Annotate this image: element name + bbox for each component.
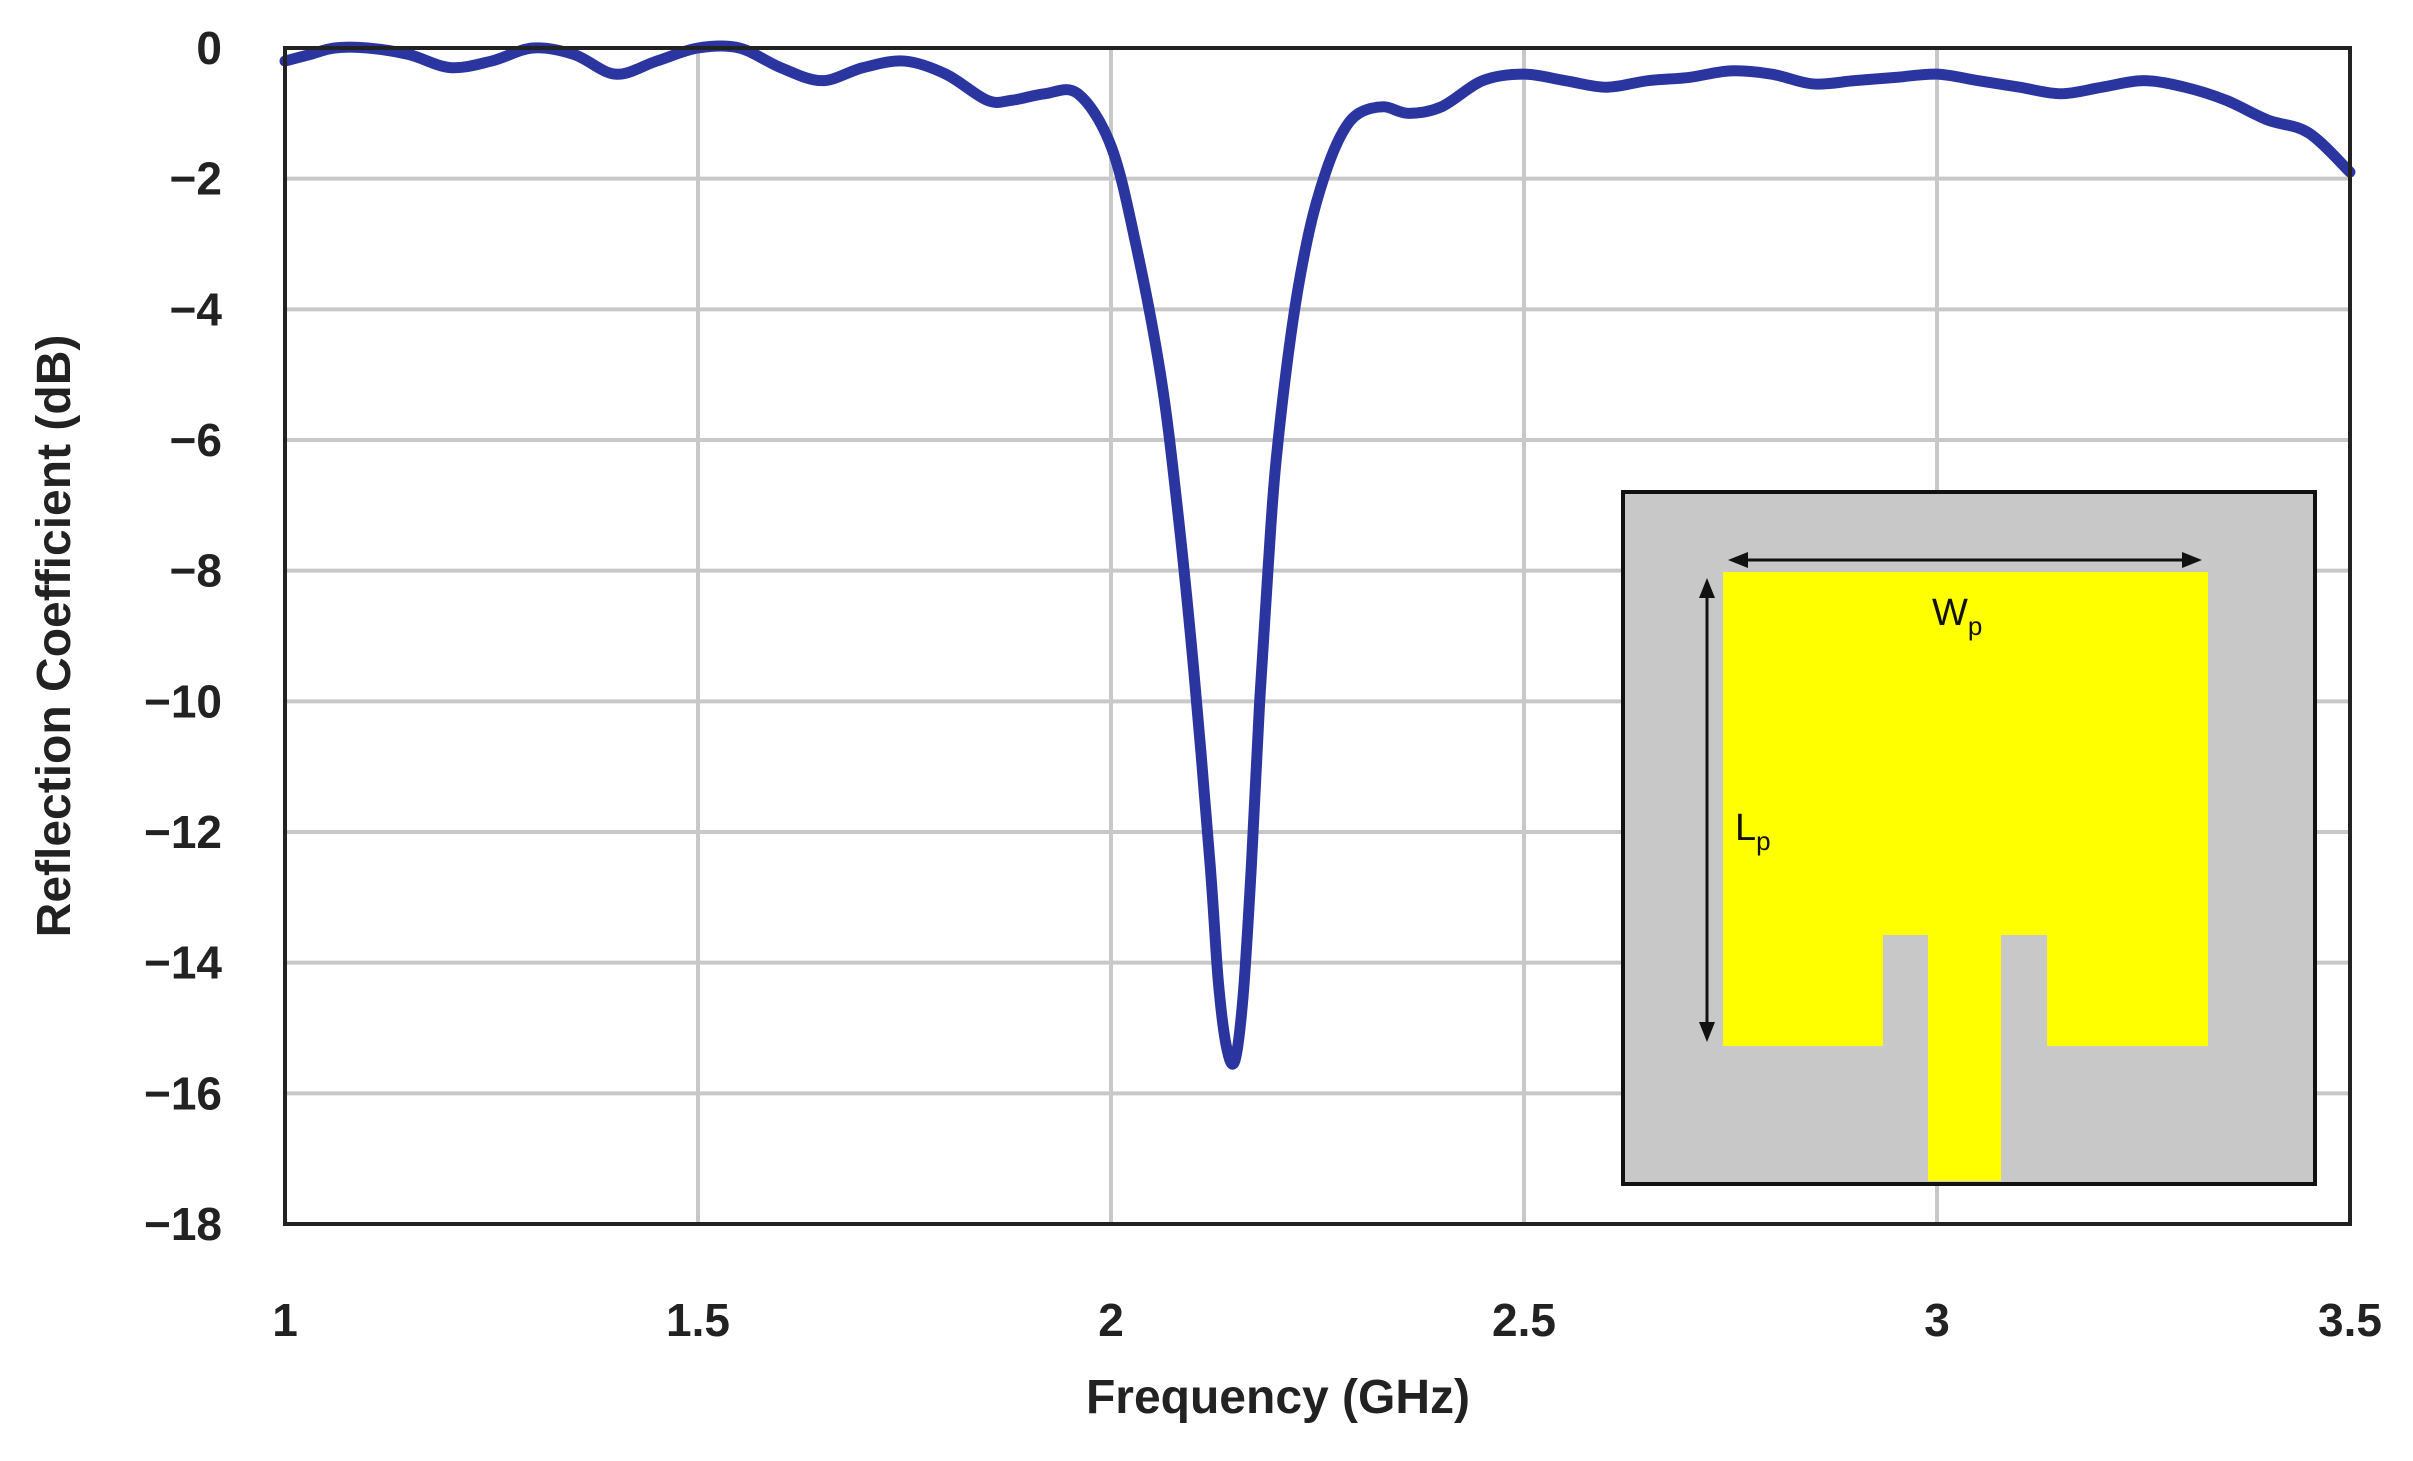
- x-tick-labels: 1 1.5 2 2.5 3 3.5: [272, 1294, 2382, 1346]
- y-tick-label: −6: [170, 414, 222, 466]
- width-label: Wp: [1932, 592, 1982, 641]
- y-tick-label: −16: [144, 1067, 222, 1119]
- x-tick-label: 3: [1924, 1294, 1950, 1346]
- width-dimension-arrow: [1728, 552, 2202, 568]
- x-tick-label: 1.5: [666, 1294, 730, 1346]
- y-tick-label: −10: [144, 675, 222, 727]
- y-tick-label: −18: [144, 1198, 222, 1250]
- y-axis-title: Reflection Coefficient (dB): [28, 335, 81, 938]
- y-tick-label: −2: [170, 153, 222, 205]
- plot-frame: [283, 46, 2352, 1226]
- y-tick-label: −12: [144, 806, 222, 858]
- length-dimension-arrow: [1699, 578, 1715, 1042]
- y-tick-label: −8: [170, 545, 222, 597]
- x-tick-label: 3.5: [2318, 1294, 2382, 1346]
- y-tick-label: −14: [144, 937, 222, 989]
- y-tick-labels: 0 −2 −4 −6 −8 −10 −12 −14 −16 −18: [144, 22, 222, 1250]
- x-tick-label: 2.5: [1492, 1294, 1556, 1346]
- y-tick-label: 0: [196, 22, 222, 74]
- x-axis-title: Frequency (GHz): [1086, 1371, 1470, 1424]
- length-label: Lp: [1735, 807, 1771, 856]
- inset-patch: [1723, 572, 2208, 1181]
- x-tick-label: 2: [1098, 1294, 1124, 1346]
- antenna-inset: Wp Lp: [1621, 490, 2317, 1186]
- x-tick-label: 1: [272, 1294, 298, 1346]
- y-tick-label: −4: [170, 283, 223, 335]
